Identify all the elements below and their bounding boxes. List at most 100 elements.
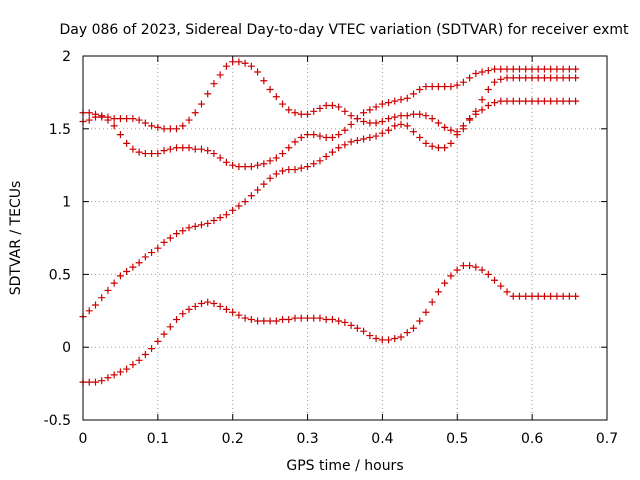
data-point <box>459 78 467 86</box>
data-point <box>160 330 168 338</box>
data-point <box>447 272 455 280</box>
data-point <box>515 292 523 300</box>
data-point <box>291 166 299 174</box>
data-point <box>316 157 324 165</box>
data-point <box>166 234 174 242</box>
data-point <box>484 102 492 110</box>
data-point <box>104 286 112 294</box>
data-point <box>210 80 218 88</box>
data-point <box>279 100 287 108</box>
data-point <box>397 333 405 341</box>
data-point <box>522 65 530 73</box>
data-point <box>353 324 361 332</box>
data-point <box>484 67 492 75</box>
data-point <box>141 150 149 158</box>
data-point <box>148 249 156 257</box>
x-tick-label: 0.7 <box>596 431 618 447</box>
data-point <box>297 110 305 118</box>
data-point <box>528 65 536 73</box>
y-tick-label: -0.5 <box>44 413 71 429</box>
data-point <box>528 74 536 82</box>
data-point <box>341 126 349 134</box>
data-point <box>279 316 287 324</box>
data-point <box>266 174 274 182</box>
series-satellite-b <box>79 65 580 171</box>
data-point <box>148 345 156 353</box>
data-point <box>409 324 417 332</box>
data-point <box>534 74 542 82</box>
data-point <box>466 74 474 82</box>
data-point <box>141 253 149 261</box>
data-point <box>222 211 230 219</box>
data-point <box>185 144 193 152</box>
data-point <box>565 65 573 73</box>
data-point <box>434 144 442 152</box>
data-point <box>222 158 230 166</box>
data-point <box>515 74 523 82</box>
data-point <box>378 100 386 108</box>
data-point <box>216 214 224 222</box>
data-point <box>422 83 430 91</box>
data-point <box>503 74 511 82</box>
data-point <box>191 145 199 153</box>
data-point <box>347 138 355 146</box>
data-point <box>272 170 280 178</box>
data-point <box>422 112 430 120</box>
data-point <box>210 217 218 225</box>
x-tick-label: 0.2 <box>222 431 244 447</box>
data-point <box>322 316 330 324</box>
data-point <box>197 300 205 308</box>
data-point <box>559 292 567 300</box>
data-point <box>191 222 199 230</box>
data-point <box>335 103 343 111</box>
data-point <box>110 371 118 379</box>
data-point <box>241 198 249 206</box>
data-point <box>98 377 106 385</box>
data-point <box>497 97 505 105</box>
data-point <box>403 122 411 130</box>
data-point <box>484 270 492 278</box>
series-satellite-d <box>79 262 580 386</box>
data-point <box>254 317 262 325</box>
data-point <box>385 336 393 344</box>
data-point <box>434 83 442 91</box>
data-point <box>235 163 243 171</box>
data-point <box>572 97 580 105</box>
data-point <box>322 102 330 110</box>
data-point <box>266 85 274 93</box>
data-point <box>160 147 168 155</box>
data-point <box>110 279 118 287</box>
data-point <box>241 59 249 67</box>
x-tick-label: 0.6 <box>521 431 543 447</box>
y-tick-label: 2 <box>62 49 71 65</box>
data-point <box>441 279 449 287</box>
data-point <box>522 74 530 82</box>
data-point <box>385 126 393 134</box>
data-point <box>565 74 573 82</box>
data-point <box>366 119 374 127</box>
data-point <box>135 148 143 156</box>
data-point <box>173 144 181 152</box>
data-point <box>310 160 318 168</box>
data-point <box>553 65 561 73</box>
data-point <box>503 65 511 73</box>
data-point <box>154 337 162 345</box>
data-point <box>266 317 274 325</box>
data-point <box>341 107 349 115</box>
data-point <box>216 71 224 79</box>
data-point <box>272 317 280 325</box>
data-point <box>472 69 480 77</box>
data-point <box>303 314 311 322</box>
data-point <box>104 374 112 382</box>
data-point <box>322 134 330 142</box>
data-point <box>428 298 436 306</box>
data-point <box>428 142 436 150</box>
data-point <box>229 206 237 214</box>
data-point <box>378 336 386 344</box>
data-point <box>166 125 174 133</box>
data-point <box>453 266 461 274</box>
data-point <box>447 83 455 91</box>
data-point <box>91 378 99 386</box>
data-point <box>540 74 548 82</box>
